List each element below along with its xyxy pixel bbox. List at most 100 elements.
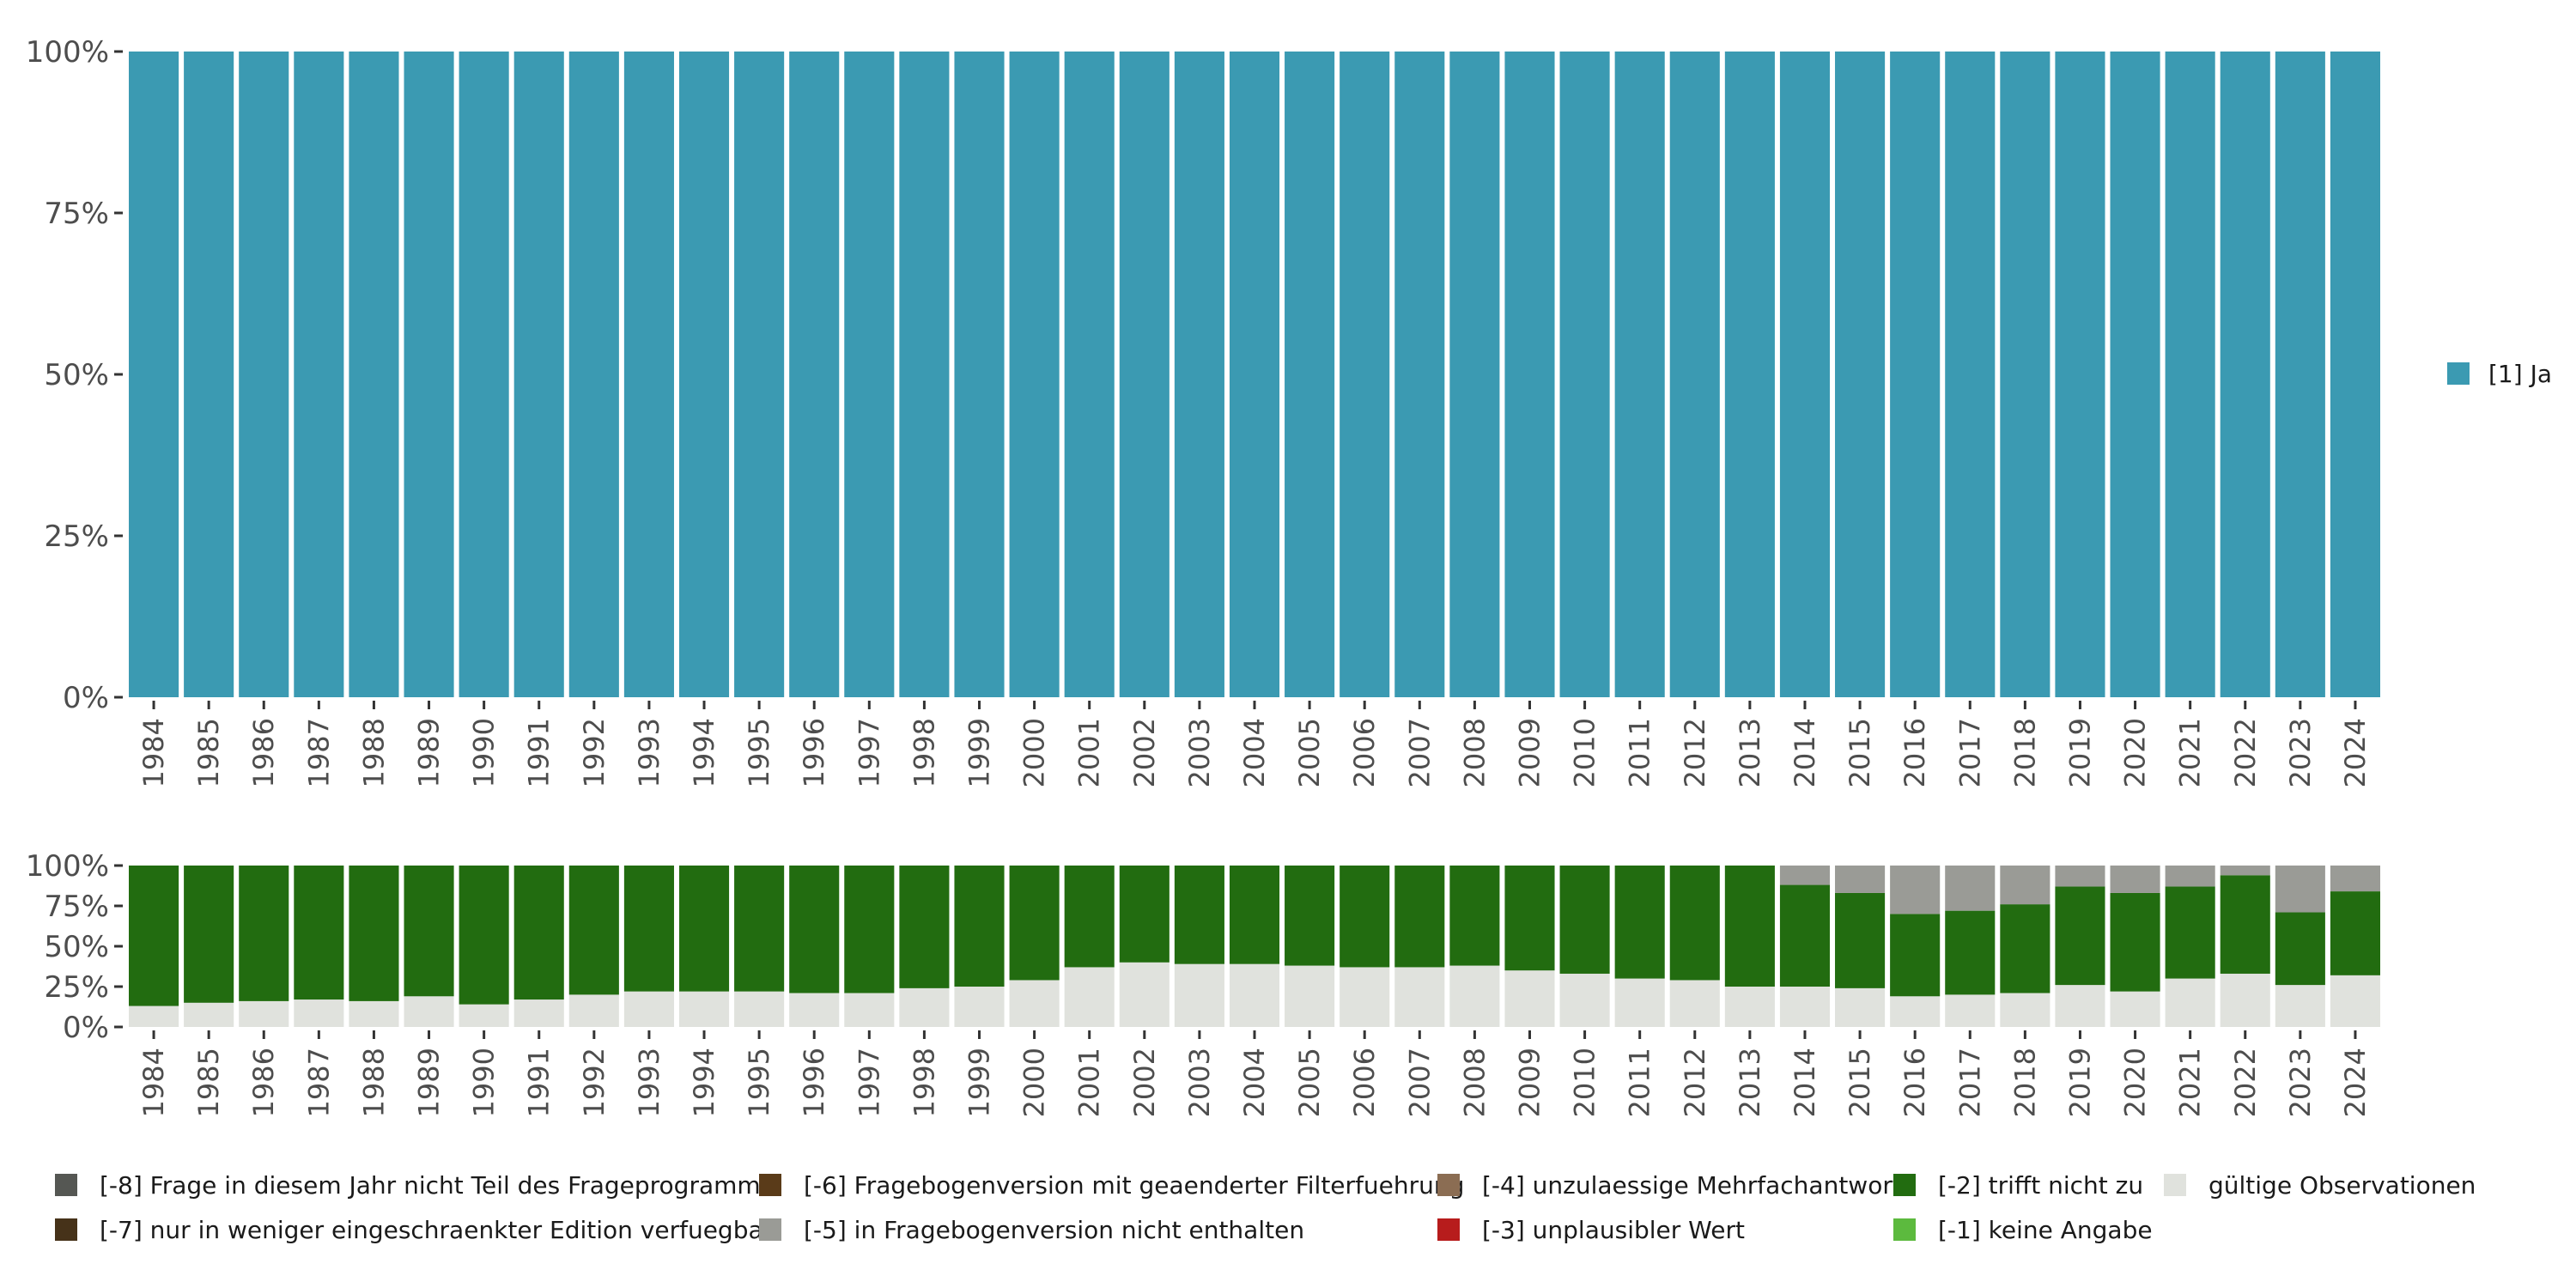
x-tick-label-2004: 2004 (1238, 1048, 1271, 1117)
bar-2005-series-1 (1285, 866, 1335, 966)
x-tick-label-1993: 1993 (633, 1048, 665, 1117)
bar-2006-series-0 (1340, 52, 1390, 697)
bar-1985-series-0 (184, 1002, 234, 1027)
bar-2018-series-2 (2000, 866, 2050, 905)
x-tick-label-2004: 2004 (1238, 718, 1271, 787)
x-tick-label-1998: 1998 (908, 1048, 940, 1117)
bar-1991-series-1 (513, 866, 564, 1000)
x-tick-label-2012: 2012 (1679, 718, 1711, 787)
bar-2002-series-0 (1119, 962, 1170, 1027)
x-tick-label-1987: 1987 (302, 718, 335, 787)
legend-label: [-3] unplausibler Wert (1482, 1216, 1745, 1244)
x-tick-label-2010: 2010 (1569, 1048, 1601, 1117)
x-tick-label-2021: 2021 (2174, 1048, 2207, 1117)
x-tick-label-2021: 2021 (2174, 718, 2207, 787)
x-tick-label-2018: 2018 (2008, 718, 2041, 787)
bar-2022-series-1 (2220, 875, 2270, 974)
x-tick-label-2024: 2024 (2339, 1048, 2372, 1117)
bar-2001-series-1 (1064, 866, 1115, 968)
bar-2008-series-0 (1449, 965, 1500, 1027)
x-tick-label-1985: 1985 (192, 1048, 225, 1117)
x-tick-label-1984: 1984 (137, 718, 170, 787)
bar-2001-series-0 (1064, 52, 1115, 697)
bar-1990-series-0 (459, 52, 509, 697)
x-tick-label-2006: 2006 (1348, 1048, 1381, 1117)
x-tick-label-1988: 1988 (357, 1048, 390, 1117)
bar-2023-series-0 (2275, 52, 2325, 697)
bar-2017-series-1 (1945, 910, 1996, 995)
bar-1986-series-0 (239, 52, 289, 697)
bar-2007-series-0 (1394, 967, 1445, 1027)
bar-2018-series-0 (2000, 993, 2050, 1027)
bottom-chart-legend: [-8] Frage in diesem Jahr nicht Teil des… (55, 1171, 2476, 1244)
bar-2020-series-2 (2110, 866, 2160, 893)
bar-1988-series-1 (349, 866, 399, 1001)
bar-1992-series-0 (568, 52, 619, 697)
bar-1998-series-0 (899, 987, 950, 1027)
bar-1985-series-1 (184, 866, 234, 1003)
bar-2011-series-0 (1614, 52, 1665, 697)
bar-2024-series-0 (2330, 52, 2380, 697)
x-tick-label-1999: 1999 (963, 1048, 996, 1117)
x-tick-label-2020: 2020 (2119, 718, 2152, 787)
bar-2016-series-0 (1890, 996, 1941, 1027)
bar-2010-series-0 (1559, 973, 1610, 1027)
x-tick-label-1984: 1984 (137, 1048, 170, 1117)
x-tick-label-2016: 2016 (1899, 718, 1931, 787)
legend-label: [-5] in Fragebogenversion nicht enthalte… (804, 1216, 1304, 1244)
bar-2014-series-2 (1779, 866, 1831, 885)
x-tick-label-2006: 2006 (1348, 718, 1381, 787)
bar-2017-series-2 (1945, 866, 1996, 911)
x-tick-label-2014: 2014 (1789, 1048, 1821, 1117)
y-tick-label: 100% (26, 849, 109, 884)
x-tick-label-1991: 1991 (523, 1048, 556, 1117)
bar-1987-series-0 (294, 52, 344, 697)
legend-swatch (1893, 1174, 1916, 1196)
legend-label: [-4] unzulaessige Mehrfachantwort (1482, 1171, 1902, 1200)
y-tick-label: 50% (44, 358, 109, 392)
legend-swatch (55, 1174, 77, 1196)
x-tick-label-2018: 2018 (2008, 1048, 2041, 1117)
bar-1991-series-0 (513, 999, 564, 1027)
bar-1993-series-0 (623, 52, 674, 697)
bar-2022-series-0 (2220, 52, 2270, 697)
bar-2001-series-0 (1064, 967, 1115, 1027)
x-tick-label-2024: 2024 (2339, 718, 2372, 787)
bar-2004-series-1 (1229, 866, 1280, 964)
y-tick-label: 100% (26, 35, 109, 70)
bar-2015-series-0 (1835, 987, 1886, 1027)
y-tick-label: 25% (44, 519, 109, 554)
bar-1997-series-0 (844, 993, 895, 1027)
bar-2003-series-0 (1174, 963, 1224, 1027)
x-tick-label-2010: 2010 (1569, 718, 1601, 787)
bar-2010-series-1 (1559, 866, 1610, 974)
x-tick-label-2001: 2001 (1073, 718, 1106, 787)
bar-1997-series-1 (844, 866, 895, 993)
bar-2016-series-1 (1890, 914, 1941, 997)
bar-2013-series-0 (1724, 52, 1775, 697)
bar-1984-series-0 (129, 52, 179, 697)
bar-2000-series-0 (1009, 980, 1060, 1027)
x-tick-label-1986: 1986 (247, 718, 280, 787)
bar-2009-series-1 (1504, 866, 1555, 971)
legend-swatch (1437, 1218, 1460, 1241)
bar-2018-series-1 (2000, 904, 2050, 993)
legend-label: [-8] Frage in diesem Jahr nicht Teil des… (100, 1171, 773, 1200)
legend-swatch (1893, 1218, 1916, 1241)
bar-1993-series-0 (623, 991, 674, 1027)
bar-2007-series-0 (1394, 52, 1445, 697)
bar-2004-series-0 (1229, 963, 1280, 1027)
bar-2014-series-1 (1779, 884, 1831, 987)
y-tick-label: 0% (63, 681, 109, 715)
legend-label: gültige Observationen (2208, 1171, 2476, 1200)
bar-2021-series-0 (2165, 52, 2215, 697)
x-tick-label-1986: 1986 (247, 1048, 280, 1117)
x-tick-label-2023: 2023 (2284, 1048, 2317, 1117)
x-tick-label-2000: 2000 (1018, 718, 1051, 787)
legend-swatch (2447, 362, 2470, 385)
x-tick-label-1989: 1989 (413, 1048, 446, 1117)
bar-2019-series-1 (2055, 886, 2105, 986)
x-tick-label-2020: 2020 (2119, 1048, 2152, 1117)
x-tick-label-2003: 2003 (1183, 718, 1216, 787)
